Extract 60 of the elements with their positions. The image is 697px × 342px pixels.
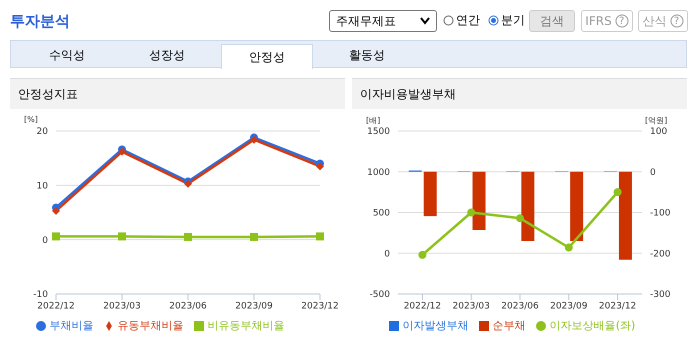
x-tick-label: 2022/12 <box>404 301 442 312</box>
chart-title: 이자비용발생부채 <box>352 79 687 109</box>
x-tick-label: 2022/12 <box>37 301 75 312</box>
y2-tick-label: -300 <box>650 290 671 300</box>
x-tick-label: 2023/12 <box>598 301 636 312</box>
y-tick-label: 10 <box>36 182 48 192</box>
text: 분기 <box>501 12 525 29</box>
text: 연간 <box>456 12 480 29</box>
x-tick-label: 2023/09 <box>235 301 273 312</box>
text: 안정성 <box>221 44 313 69</box>
point <box>52 206 60 215</box>
legend-label: 비유동부채비율 <box>208 319 284 332</box>
y-tick-label: 500 <box>372 208 390 219</box>
text: 성장성 <box>148 46 186 64</box>
point <box>118 232 126 240</box>
y-tick-label: 20 <box>36 127 48 138</box>
legend-label: 유동부채비율 <box>118 319 184 332</box>
y-tick-label: -10 <box>33 290 48 300</box>
y-tick-label: 1500 <box>367 127 390 138</box>
point <box>184 232 192 241</box>
text: 검색 <box>529 10 575 32</box>
x-tick-label: 2023/03 <box>103 301 141 312</box>
text: ? <box>674 16 680 26</box>
text: IFRS <box>585 14 612 28</box>
y-tick-label: 0 <box>384 249 390 260</box>
point <box>614 188 622 196</box>
point <box>250 232 258 241</box>
x-tick-label: 2023/06 <box>501 301 539 312</box>
x-tick-label: 2023/09 <box>550 301 588 312</box>
text: 활동성 <box>348 46 386 64</box>
text: 산식 <box>642 12 666 30</box>
text: 수익성 <box>48 46 86 64</box>
legend-label: 순부채 <box>492 319 526 332</box>
point <box>516 214 524 222</box>
point <box>316 162 324 170</box>
y2-tick-label: -200 <box>650 249 671 260</box>
legend-label: 이자발생부채 <box>402 319 469 332</box>
y-tick-label: 1000 <box>367 168 390 178</box>
x-tick-label: 2023/12 <box>301 301 339 312</box>
y-tick-label: 0 <box>42 236 48 246</box>
x-tick-label: 2023/06 <box>169 301 207 312</box>
point <box>316 232 324 240</box>
text: 주재무제표 <box>336 12 396 30</box>
chart-title: 안정성지표 <box>10 79 345 109</box>
legend-label: 부채비율 <box>50 319 94 332</box>
y2-axis-title: [억원] <box>645 115 668 126</box>
point <box>418 250 426 259</box>
y-axis-title: [배] <box>366 115 380 126</box>
point <box>118 148 126 156</box>
y-axis-title: [%] <box>24 115 38 124</box>
x-tick-label: 2023/03 <box>452 301 490 312</box>
y-tick-label: -500 <box>370 290 390 300</box>
y2-tick-label: -100 <box>650 208 671 219</box>
point <box>52 232 60 240</box>
point <box>467 208 476 216</box>
text: 투자분석 <box>10 12 70 31</box>
legend-label: 이자보상배율(좌) <box>550 319 636 332</box>
y2-tick-label: 100 <box>650 127 668 138</box>
y2-tick-label: 0 <box>650 168 656 178</box>
point <box>564 244 573 252</box>
